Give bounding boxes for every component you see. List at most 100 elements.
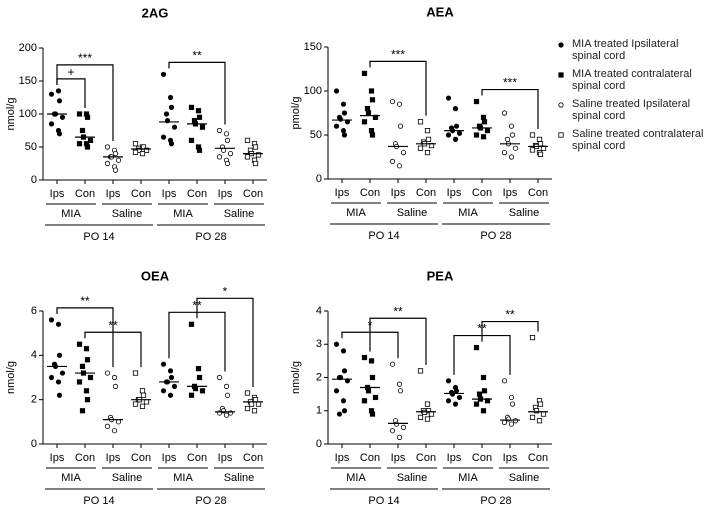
data-point	[167, 94, 174, 101]
significance-label: *	[223, 284, 228, 298]
data-point	[48, 121, 55, 127]
group-label: MIA	[458, 472, 478, 484]
data-point	[396, 101, 403, 107]
data-point	[216, 127, 223, 134]
data-point	[139, 403, 146, 409]
data-point	[333, 341, 340, 347]
data-point	[361, 119, 368, 125]
data-point	[501, 378, 508, 384]
data-point	[558, 42, 564, 48]
legend-label: Saline treated contralateral spinal cord	[572, 128, 704, 152]
data-point	[397, 123, 404, 129]
data-point	[224, 137, 231, 143]
group-label: MIA	[346, 472, 366, 484]
group-label: Saline	[112, 208, 143, 220]
timepoint-label: PO 28	[195, 231, 226, 243]
group-label: MIA	[458, 207, 478, 219]
data-point	[333, 123, 340, 129]
group-label: MIA	[173, 472, 193, 484]
data-point	[195, 366, 202, 372]
data-point	[160, 134, 167, 140]
y-tick-label: 1	[316, 405, 322, 417]
significance-label: ***	[503, 76, 517, 90]
y-axis-label: pmol/g	[290, 96, 302, 129]
group-label: Saline	[397, 207, 428, 219]
data-point	[244, 154, 251, 160]
x-tick-label: Con	[243, 452, 263, 464]
group-label: Saline	[397, 472, 428, 484]
significance-bracket	[369, 317, 427, 365]
data-point	[168, 141, 175, 147]
legend-label: MIA treated Ipsilateral spinal cord	[572, 38, 679, 62]
y-tick-label: 6	[31, 305, 37, 317]
data-point	[56, 131, 63, 137]
x-tick-label: Ips	[391, 187, 406, 199]
data-point	[111, 374, 118, 381]
data-point	[192, 385, 199, 392]
y-axis-label: nmol/g	[290, 361, 302, 394]
significance-label: **	[192, 49, 202, 63]
data-point	[368, 88, 375, 94]
data-point	[417, 368, 424, 374]
y-tick-label: 50	[25, 141, 37, 153]
x-tick-label: Ips	[503, 187, 518, 199]
data-point	[368, 358, 375, 364]
significance-bracket	[196, 297, 254, 388]
data-point	[417, 119, 424, 125]
data-point	[417, 414, 424, 421]
data-point	[480, 408, 487, 414]
data-point	[341, 368, 348, 374]
data-point	[529, 132, 536, 138]
data-point	[143, 147, 150, 153]
data-point	[529, 147, 536, 153]
data-point	[111, 428, 118, 434]
y-tick-label: 2	[31, 394, 37, 406]
data-point	[56, 98, 63, 104]
significance-label: +	[67, 65, 74, 79]
x-tick-label: Con	[528, 187, 548, 199]
group-label: Saline	[112, 472, 143, 484]
data-point	[55, 321, 62, 327]
data-point	[512, 145, 519, 151]
x-tick-label: Con	[360, 187, 380, 199]
y-axis-label: nmol/g	[5, 361, 17, 394]
data-point	[112, 383, 119, 389]
data-point	[227, 151, 234, 157]
data-point	[453, 123, 460, 129]
data-point	[369, 411, 376, 417]
y-tick-label: 3	[316, 338, 322, 350]
data-point	[248, 401, 255, 407]
chart-title: AEA	[426, 4, 454, 19]
data-point	[445, 378, 452, 384]
data-point	[452, 136, 459, 142]
y-tick-label: 150	[19, 75, 37, 87]
data-point	[255, 152, 262, 158]
x-tick-label: Con	[75, 452, 95, 464]
y-tick-label: 100	[304, 85, 322, 97]
legend-label: Saline treated Ipsilateral spinal cord	[572, 98, 691, 122]
data-point	[512, 418, 519, 424]
data-point	[508, 394, 515, 401]
data-point	[188, 104, 195, 110]
data-point	[393, 421, 400, 427]
data-point	[540, 411, 547, 417]
timepoint-label: PO 14	[368, 495, 399, 507]
data-point	[76, 141, 83, 147]
data-point	[132, 370, 139, 376]
significance-bracket	[481, 320, 539, 342]
data-point	[195, 108, 202, 114]
data-point	[428, 411, 435, 417]
timepoint-label: PO 14	[83, 495, 114, 507]
data-point	[368, 127, 375, 134]
data-point	[424, 149, 431, 156]
significance-bracket	[84, 331, 142, 368]
y-tick-label: 0	[31, 174, 37, 186]
significance-label: ***	[391, 48, 405, 62]
legend-entry: Saline treated contralateral spinal cord	[556, 128, 706, 152]
chart-title: OEA	[141, 268, 170, 283]
data-point	[529, 414, 536, 421]
data-point	[333, 88, 340, 94]
timepoint-label: PO 14	[368, 230, 399, 242]
y-tick-label: 4	[31, 349, 37, 361]
y-tick-label: 100	[19, 108, 37, 120]
